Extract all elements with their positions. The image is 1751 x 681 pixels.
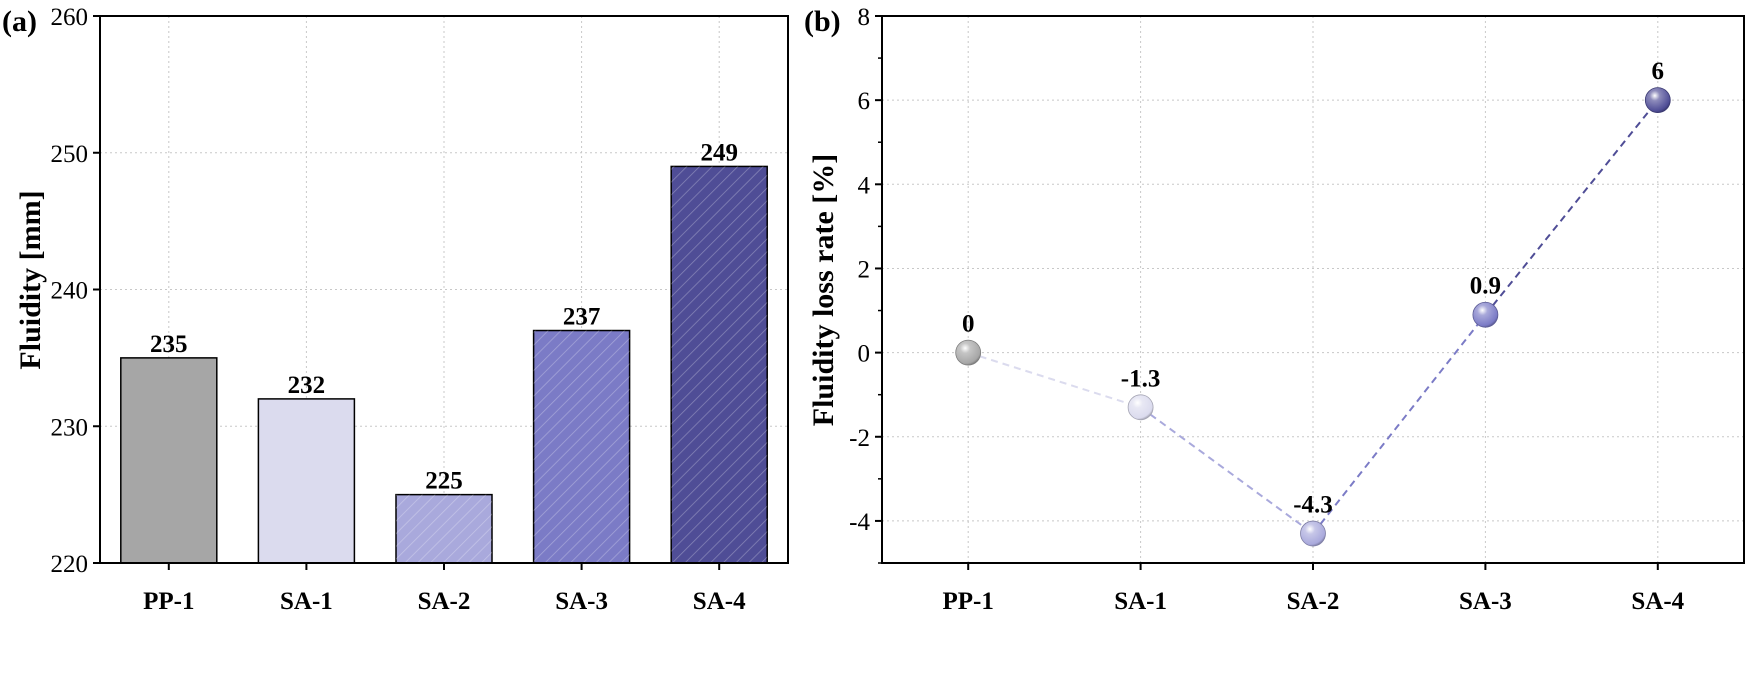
axis-ticks [93,15,721,570]
value-labels: 0 -1.3 -4.3 0.9 6 [962,58,1664,518]
data-point [955,339,982,366]
data-label: -1.3 [1121,365,1161,392]
grid-lines [882,16,1744,563]
y-tick-label: -2 [849,425,870,452]
x-tick-label: SA-1 [1114,588,1167,615]
y-tick-label: -4 [849,509,870,536]
bar-hatch [671,166,768,564]
data-label: -4.3 [1293,492,1333,519]
bar [120,357,218,564]
value-labels: 235 232 225 237 249 [150,139,738,494]
x-tick-labels: PP-1 SA-1 SA-2 SA-3 SA-4 [943,588,1685,615]
series-segment [1140,406,1314,535]
data-label: 225 [425,468,463,495]
y-tick-label: 6 [858,88,871,115]
data-label: 6 [1652,58,1665,85]
series-line [967,99,1659,535]
x-tick-label: SA-1 [280,588,333,615]
y-tick-label: 250 [51,141,89,168]
x-tick-label: SA-4 [693,588,746,615]
x-tick-labels: PP-1 SA-1 SA-2 SA-3 SA-4 [143,588,746,615]
x-tick-label: SA-4 [1631,588,1684,615]
plot-frame [881,15,1745,564]
data-label: 249 [700,139,738,166]
series-segment [967,351,1141,409]
y-tick-labels: -4 -2 0 2 4 6 8 [849,4,870,536]
data-label: 235 [150,331,188,358]
y-tick-label: 220 [51,551,89,578]
bar-hatch [533,330,630,563]
panel-label-b: (b) [804,5,841,38]
x-tick-label: SA-2 [418,588,471,615]
data-point [1300,520,1326,547]
y-tick-label: 0 [858,341,871,368]
data-point [1472,301,1499,328]
points [955,87,1671,547]
panel-label-a: (a) [2,5,37,38]
axis-ticks [875,15,1659,570]
data-label: 232 [288,372,326,399]
bar-chart-panel: 220 230 240 250 260 PP-1 SA-1 SA-2 SA-3 SA-4 235… [2,4,789,615]
bar-hatch [396,494,492,563]
y-axis-title: Fluidity [mm] [14,190,47,369]
series-segment [1312,314,1487,535]
x-tick-label: SA-3 [555,588,608,615]
x-tick-label: SA-2 [1287,588,1340,615]
y-tick-label: 8 [858,4,871,31]
y-axis-title: Fluidity loss rate [%] [807,154,840,426]
line-chart-panel: -4 -2 0 2 4 6 8 PP-1 SA-1 SA-2 SA-3 SA-4 0 -1.3 -4.3… [804,4,1745,615]
y-tick-label: 240 [51,278,89,305]
bars [120,165,768,564]
y-tick-label: 260 [51,4,89,31]
x-tick-label: SA-3 [1459,588,1512,615]
x-tick-label: PP-1 [143,588,194,615]
x-tick-label: PP-1 [943,588,994,615]
data-point [1127,394,1154,421]
data-label: 0 [962,311,975,338]
y-tick-labels: 220 230 240 250 260 [51,4,89,578]
y-tick-label: 4 [858,172,871,199]
y-tick-label: 230 [51,414,89,441]
y-tick-label: 2 [858,256,871,283]
series-segment [1484,99,1659,316]
data-label: 237 [563,304,601,331]
data-point [1644,87,1671,114]
bar [257,398,356,564]
data-label: 0.9 [1470,273,1501,300]
